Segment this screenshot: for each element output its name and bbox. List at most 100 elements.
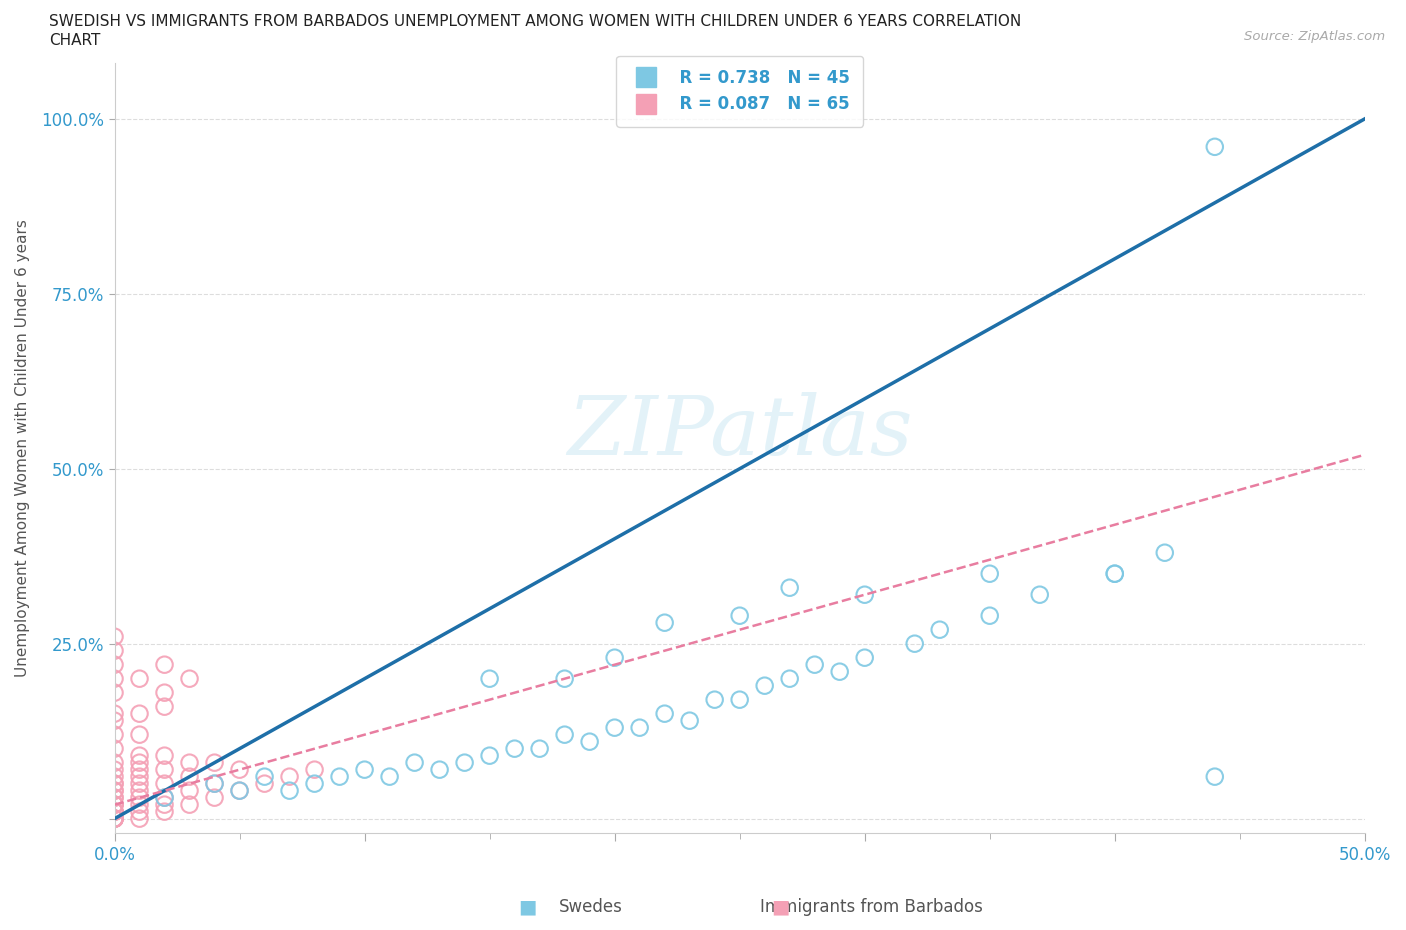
Point: [103, 769, 125, 784]
Point: [103, 811, 125, 826]
Point: [654, 616, 676, 631]
Point: [179, 769, 201, 784]
Point: [128, 749, 150, 764]
Point: [728, 608, 751, 623]
Point: [103, 755, 125, 770]
Point: [779, 580, 801, 595]
Point: [179, 797, 201, 812]
Point: [103, 797, 125, 812]
Point: [1104, 566, 1126, 581]
Point: [103, 790, 125, 805]
Point: [103, 811, 125, 826]
Point: [103, 811, 125, 826]
Point: [103, 811, 125, 826]
Point: [1204, 769, 1226, 784]
Point: [179, 783, 201, 798]
Point: [103, 790, 125, 805]
Point: [103, 797, 125, 812]
Point: [904, 636, 927, 651]
Point: [603, 650, 626, 665]
Point: [103, 797, 125, 812]
Point: [228, 783, 250, 798]
Point: [853, 650, 876, 665]
Point: [128, 706, 150, 721]
Point: [803, 658, 825, 672]
Point: [679, 713, 702, 728]
Point: [554, 671, 576, 686]
Point: [503, 741, 526, 756]
Point: [128, 671, 150, 686]
Point: [578, 735, 600, 750]
Point: [103, 777, 125, 791]
Point: [128, 804, 150, 819]
Point: [628, 720, 651, 735]
Point: [153, 658, 176, 672]
Text: CHART: CHART: [49, 33, 101, 47]
Point: [1104, 566, 1126, 581]
Point: [378, 769, 401, 784]
Point: [103, 804, 125, 819]
Point: [103, 713, 125, 728]
Point: [103, 783, 125, 798]
Text: SWEDISH VS IMMIGRANTS FROM BARBADOS UNEMPLOYMENT AMONG WOMEN WITH CHILDREN UNDER: SWEDISH VS IMMIGRANTS FROM BARBADOS UNEM…: [49, 14, 1022, 29]
Point: [253, 777, 276, 791]
Point: [228, 763, 250, 777]
Point: [204, 790, 226, 805]
Point: [153, 790, 176, 805]
Point: [979, 608, 1001, 623]
Point: [103, 741, 125, 756]
Point: [278, 783, 301, 798]
Point: [153, 804, 176, 819]
Point: [779, 671, 801, 686]
Point: [103, 706, 125, 721]
Text: Source: ZipAtlas.com: Source: ZipAtlas.com: [1244, 30, 1385, 43]
Point: [153, 777, 176, 791]
Point: [103, 644, 125, 658]
Point: [304, 763, 326, 777]
Point: [103, 630, 125, 644]
Point: [654, 706, 676, 721]
Text: ■: ■: [517, 897, 537, 916]
Point: [103, 804, 125, 819]
Point: [404, 755, 426, 770]
Point: [828, 664, 851, 679]
Text: Swedes: Swedes: [558, 897, 623, 916]
Point: [103, 811, 125, 826]
Point: [453, 755, 475, 770]
Point: [128, 727, 150, 742]
Point: [128, 783, 150, 798]
Point: [153, 685, 176, 700]
Point: [204, 777, 226, 791]
Point: [179, 755, 201, 770]
Point: [928, 622, 950, 637]
Point: [703, 692, 725, 707]
Point: [103, 685, 125, 700]
Point: [128, 797, 150, 812]
Point: [728, 692, 751, 707]
Point: [153, 749, 176, 764]
Point: [153, 699, 176, 714]
Point: [478, 671, 501, 686]
Point: [103, 811, 125, 826]
Point: [103, 804, 125, 819]
Point: [128, 763, 150, 777]
Point: [103, 727, 125, 742]
Legend:   R = 0.738   N = 45,   R = 0.087   N = 65: R = 0.738 N = 45, R = 0.087 N = 65: [616, 56, 863, 126]
Point: [253, 769, 276, 784]
Point: [1204, 140, 1226, 154]
Point: [204, 755, 226, 770]
Point: [179, 671, 201, 686]
Y-axis label: Unemployment Among Women with Children Under 6 years: Unemployment Among Women with Children U…: [15, 219, 30, 677]
Point: [979, 566, 1001, 581]
Point: [478, 749, 501, 764]
Point: [103, 763, 125, 777]
Point: [554, 727, 576, 742]
Point: [353, 763, 375, 777]
Point: [103, 658, 125, 672]
Point: [1029, 587, 1052, 602]
Point: [853, 587, 876, 602]
Text: ■: ■: [770, 897, 790, 916]
Point: [153, 797, 176, 812]
Text: ZIPatlas: ZIPatlas: [567, 392, 912, 472]
Point: [228, 783, 250, 798]
